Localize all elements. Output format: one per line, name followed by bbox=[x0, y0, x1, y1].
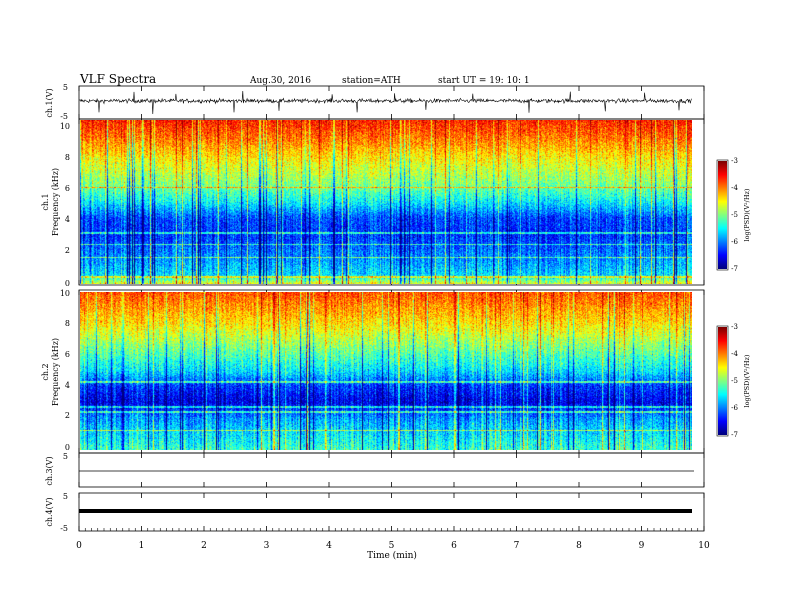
ch1-colorbar: -3 -4 -5 -6 -7 log(PSD)(V²/Hz) bbox=[716, 157, 751, 273]
ch2-ytick-4: 4 bbox=[65, 381, 70, 390]
ch1-cbar-tick-neg7: -7 bbox=[731, 265, 738, 273]
ch1-frequency-ylabel: Frequency (kHz) bbox=[51, 168, 60, 236]
station-label: station=ATH bbox=[342, 76, 401, 86]
ch1-spectrogram-image bbox=[80, 120, 692, 284]
ch2-colorbar-label: log(PSD)(V²/Hz) bbox=[743, 354, 751, 407]
ch2-frequency-ylabel: Frequency (kHz) bbox=[51, 338, 60, 406]
ch2-colorbar: -3 -4 -5 -6 -7 log(PSD)(V²/Hz) bbox=[716, 323, 751, 439]
ch1-ytick-6: 6 bbox=[65, 184, 70, 193]
ch1-ytick-2: 2 bbox=[65, 246, 70, 255]
time-axis-label: Time (min) bbox=[367, 550, 417, 561]
ch2-cbar-tick-neg7: -7 bbox=[731, 431, 738, 439]
xtick-label-4: 4 bbox=[326, 541, 332, 551]
xtick-label-7: 7 bbox=[514, 541, 520, 551]
ch1-ytick-4: 4 bbox=[65, 215, 70, 224]
ch4-ytick-neg5: -5 bbox=[60, 524, 68, 533]
ch1-cbar-tick-neg3: -3 bbox=[731, 157, 738, 165]
ch1-colorbar-label: log(PSD)(V²/Hz) bbox=[743, 188, 751, 241]
ch2-colorbar-frame bbox=[716, 325, 729, 437]
date-label: Aug.30, 2016 bbox=[249, 76, 311, 86]
ch1-cbar-tick-neg5: -5 bbox=[731, 211, 738, 219]
ch2-spectrogram-image bbox=[80, 292, 692, 450]
figure-title: VLF Spectra bbox=[79, 72, 156, 86]
ch1-colorbar-gradient bbox=[718, 161, 727, 269]
ch1-cbar-tick-neg4: -4 bbox=[731, 184, 738, 192]
ch1-ytick-8: 8 bbox=[65, 153, 70, 162]
ch2-ytick-8: 8 bbox=[65, 319, 70, 328]
ch2-colorbar-gradient bbox=[718, 327, 727, 435]
ch1-channel-label: ch.1 bbox=[41, 193, 50, 210]
ch2-ytick-2: 2 bbox=[65, 411, 70, 420]
ch2-ytick-10: 10 bbox=[60, 289, 70, 298]
start-time-label: start UT = 19: 10: 1 bbox=[438, 76, 530, 86]
ch2-cbar-tick-neg4: -4 bbox=[731, 350, 738, 358]
ch2-channel-label: ch.2 bbox=[41, 363, 50, 380]
ch4-waveform-ylabel: ch.4(V) bbox=[45, 497, 54, 526]
ch2-ytick-6: 6 bbox=[65, 350, 70, 359]
xtick-label-9: 9 bbox=[639, 541, 645, 551]
ch2-cbar-tick-neg6: -6 bbox=[731, 404, 738, 412]
ch2-cbar-tick-neg3: -3 bbox=[731, 323, 738, 331]
xtick-label-1: 1 bbox=[139, 541, 145, 551]
ch4-waveform-panel: 5 -5 ch.4(V) bbox=[45, 492, 705, 533]
ch2-ytick-0: 0 bbox=[65, 443, 70, 452]
ch3-waveform-panel: 5 ch.3(V) bbox=[45, 452, 705, 488]
xtick-label-8: 8 bbox=[576, 541, 582, 551]
xtick-label-0: 0 bbox=[76, 541, 82, 551]
xtick-label-6: 6 bbox=[451, 541, 457, 551]
ch1-ytick-10: 10 bbox=[60, 122, 70, 131]
ch3-waveform-ylabel: ch.3(V) bbox=[45, 456, 54, 485]
xtick-label-10: 10 bbox=[698, 541, 710, 551]
ch1-cbar-tick-neg6: -6 bbox=[731, 238, 738, 246]
ch1-waveform-panel: 5 -5 ch.1(V) bbox=[45, 83, 705, 121]
ch3-ytick-5: 5 bbox=[63, 452, 68, 461]
ch1-waveform-trace bbox=[78, 90, 692, 115]
xtick-label-2: 2 bbox=[201, 541, 207, 551]
ch2-cbar-tick-neg5: -5 bbox=[731, 377, 738, 385]
ch1-ytick-5: 5 bbox=[63, 83, 68, 92]
ch4-ytick-5: 5 bbox=[63, 492, 68, 501]
ch3-waveform-frame bbox=[78, 452, 705, 488]
ch1-waveform-ylabel: ch.1(V) bbox=[45, 88, 54, 117]
xtick-label-5: 5 bbox=[389, 541, 395, 551]
ch1-ytick-0: 0 bbox=[65, 279, 70, 288]
ch1-ytick-neg5: -5 bbox=[60, 112, 68, 121]
xtick-label-3: 3 bbox=[264, 541, 270, 551]
ch1-colorbar-frame bbox=[716, 159, 729, 271]
